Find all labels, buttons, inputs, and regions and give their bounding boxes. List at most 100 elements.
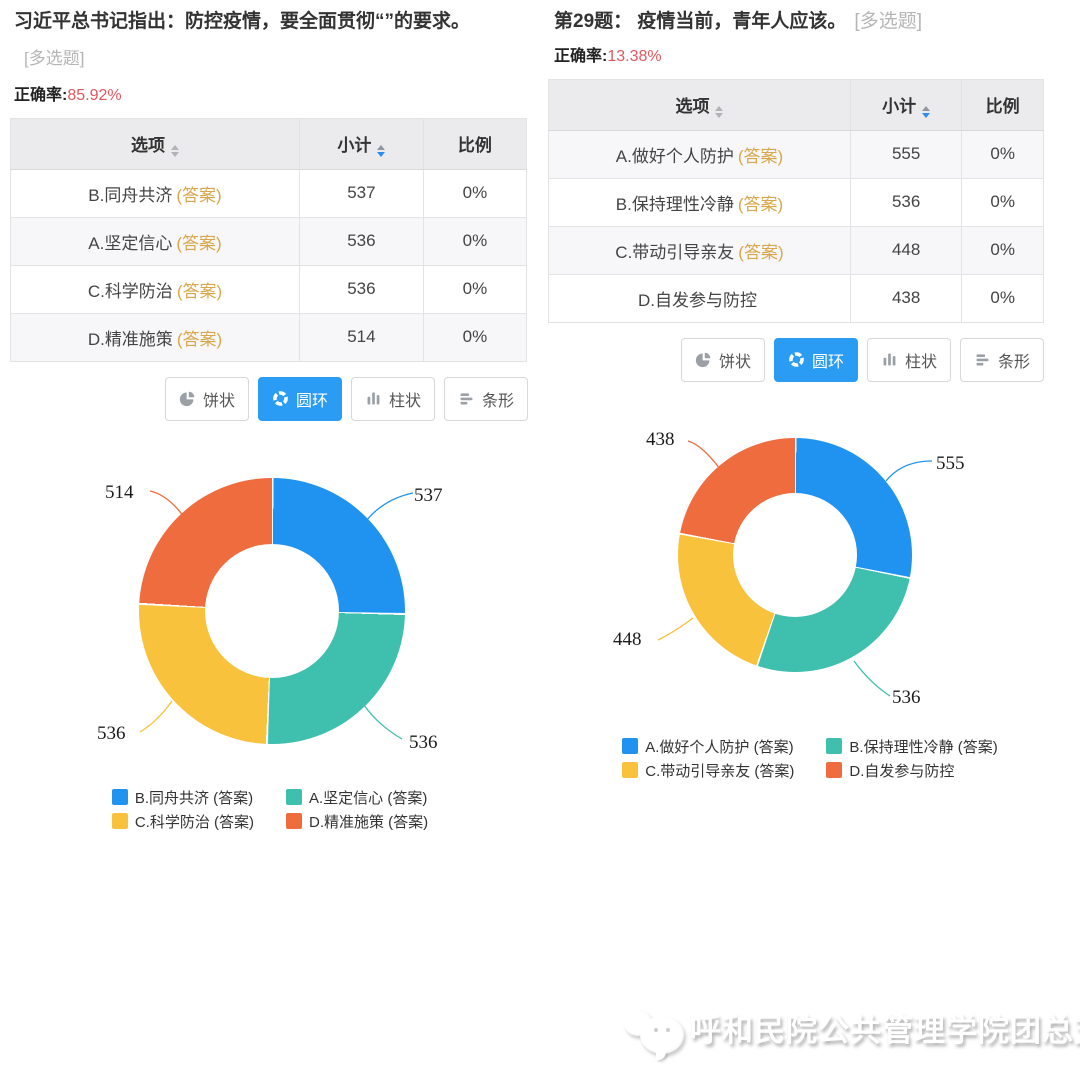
legend-item[interactable]: D.精准施策 (答案) <box>286 811 428 832</box>
slice-value-label: 536 <box>97 722 126 744</box>
accuracy-rate-label: 正确率: <box>554 47 608 65</box>
ratio-cell: 0% <box>961 129 1044 179</box>
legend-item[interactable]: B.同舟共济 (答案) <box>111 787 254 808</box>
chart-type-column-button[interactable]: 柱状 <box>866 337 951 382</box>
legend-item[interactable]: D.自发参与防控 <box>826 760 997 781</box>
option-label: D.自发参与防控 <box>637 290 757 310</box>
answer-tag: (答案) <box>737 194 784 214</box>
chart-type-column-button[interactable]: 柱状 <box>350 376 435 421</box>
question-title: 习近平总书记指出：防控疫情，要全面贯彻“”的要求。 <box>0 0 540 34</box>
column-header-ratio[interactable]: 比例 <box>422 117 528 170</box>
option-label: D.精准施策 <box>87 329 173 349</box>
table-row: C.科学防治 (答案) 536 0% <box>10 264 528 314</box>
answer-tag: (答案) <box>738 242 784 262</box>
count-cell: 536 <box>298 264 424 314</box>
results-table: 选项 小计 比例 B.同舟共济 (答案) 537 0% A.坚定信心 (答案) 53… <box>10 117 528 362</box>
donut-chart[interactable] <box>678 437 912 672</box>
legend-item[interactable]: C.科学防治 (答案) <box>111 811 254 832</box>
question-title-text: 习近平总书记指出：防控疫情，要全面贯彻“”的要求。 <box>14 11 471 32</box>
question-panel-left: 习近平总书记指出：防控疫情，要全面贯彻“”的要求。 [多选题] 正确率:85.9… <box>0 0 540 832</box>
chart-type-bar-button[interactable]: 条形 <box>443 376 528 421</box>
sort-icon[interactable] <box>170 144 179 157</box>
option-label: C.带动引导亲友 <box>615 242 735 262</box>
donut-chart[interactable] <box>139 477 405 744</box>
slice-value-label: 514 <box>105 481 134 503</box>
slice-value-label: 438 <box>646 428 675 450</box>
question-type-tag: [多选题] <box>854 11 922 32</box>
legend-swatch <box>111 813 128 830</box>
ratio-cell: 0% <box>422 168 528 218</box>
chart-type-pie-button[interactable]: 饼状 <box>164 376 249 421</box>
ratio-cell: 0% <box>961 177 1044 227</box>
bar-chart-icon <box>974 351 991 368</box>
table-row: A.坚定信心 (答案) 536 0% <box>10 216 528 266</box>
answer-tag: (答案) <box>176 281 223 301</box>
chart-type-donut-button[interactable]: 圆环 <box>257 376 342 421</box>
count-cell: 536 <box>298 216 424 266</box>
donut-chart-container: 555 536 448 438 <box>540 415 1080 730</box>
chart-type-pie-button[interactable]: 饼状 <box>680 337 765 382</box>
accuracy-rate: 正确率:85.92% <box>0 69 540 105</box>
question-panel-right: 第29题： 疫情当前，青年人应该。 [多选题] 正确率:13.38% 选项 小计 … <box>540 0 1080 781</box>
legend-item[interactable]: C.带动引导亲友 (答案) <box>622 760 794 781</box>
chat-bubbles-icon <box>622 996 688 1060</box>
sort-icon-active[interactable] <box>922 105 931 118</box>
legend-item[interactable]: A.坚定信心 (答案) <box>286 787 428 808</box>
donut-chart-container: 537 536 536 514 <box>0 451 540 781</box>
slice-value-label: 536 <box>409 731 438 753</box>
watermark: 呼和民院公共管理学院团总支 <box>622 996 1080 1060</box>
donut-chart-icon <box>788 351 805 368</box>
count-cell: 555 <box>849 129 963 179</box>
column-header-count[interactable]: 小计 <box>849 78 963 131</box>
sort-icon[interactable] <box>715 105 724 118</box>
table-row: D.精准施策 (答案) 514 0% <box>10 312 528 362</box>
answer-tag: (答案) <box>176 185 222 205</box>
legend-swatch <box>622 762 639 779</box>
column-chart-icon <box>881 351 898 368</box>
column-header-count[interactable]: 小计 <box>298 117 424 170</box>
legend-item[interactable]: B.保持理性冷静 (答案) <box>826 736 998 757</box>
table-row: C.带动引导亲友 (答案) 448 0% <box>548 225 1044 275</box>
option-label: B.保持理性冷静 <box>615 194 734 214</box>
count-cell: 537 <box>298 168 424 218</box>
column-header-option[interactable]: 选项 <box>10 117 300 170</box>
table-row: A.做好个人防护 (答案) 555 0% <box>548 129 1044 179</box>
count-cell: 438 <box>849 273 963 323</box>
chart-type-bar-button[interactable]: 条形 <box>959 337 1044 382</box>
count-cell: 536 <box>849 177 963 227</box>
slice-value-label: 448 <box>613 628 642 650</box>
column-header-ratio[interactable]: 比例 <box>961 78 1044 131</box>
option-label: A.坚定信心 <box>88 233 173 253</box>
slice-value-label: 555 <box>936 452 965 474</box>
answer-tag: (答案) <box>737 146 784 166</box>
accuracy-rate-value: 85.92% <box>67 86 122 104</box>
results-table: 选项 小计 比例 A.做好个人防护 (答案) 555 0% B.保持理性冷静 (答案… <box>548 78 1044 323</box>
chart-legend: B.同舟共济 (答案) A.坚定信心 (答案) C.科学防治 (答案) D.精准… <box>0 787 540 832</box>
legend-swatch <box>622 738 639 755</box>
ratio-cell: 0% <box>422 216 528 266</box>
ratio-cell: 0% <box>422 312 528 362</box>
slice-value-label: 537 <box>414 484 443 506</box>
chart-type-toolbar: 饼状 圆环 柱状 条形 <box>0 376 528 421</box>
chart-legend: A.做好个人防护 (答案) B.保持理性冷静 (答案) C.带动引导亲友 (答案… <box>540 736 1080 781</box>
donut-chart-icon <box>272 390 289 407</box>
sort-icon-active[interactable] <box>377 144 386 157</box>
column-header-option[interactable]: 选项 <box>548 78 851 131</box>
table-row: B.同舟共济 (答案) 537 0% <box>10 168 528 218</box>
pie-chart-icon <box>179 390 196 407</box>
option-label: A.做好个人防护 <box>615 146 734 166</box>
option-label: C.科学防治 <box>87 281 173 301</box>
chart-type-toolbar: 饼状 圆环 柱状 条形 <box>540 337 1044 382</box>
table-header-row: 选项 小计 比例 <box>10 117 528 170</box>
accuracy-rate-label: 正确率: <box>14 86 68 104</box>
column-chart-icon <box>365 390 382 407</box>
legend-swatch <box>286 813 302 830</box>
table-header-row: 选项 小计 比例 <box>548 78 1044 131</box>
ratio-cell: 0% <box>422 264 528 314</box>
legend-swatch <box>826 738 843 755</box>
legend-item[interactable]: A.做好个人防护 (答案) <box>622 736 794 757</box>
option-label: B.同舟共济 <box>88 185 173 205</box>
question-title: 第29题： 疫情当前，青年人应该。 [多选题] <box>540 0 1080 34</box>
chart-type-donut-button[interactable]: 圆环 <box>773 337 858 382</box>
